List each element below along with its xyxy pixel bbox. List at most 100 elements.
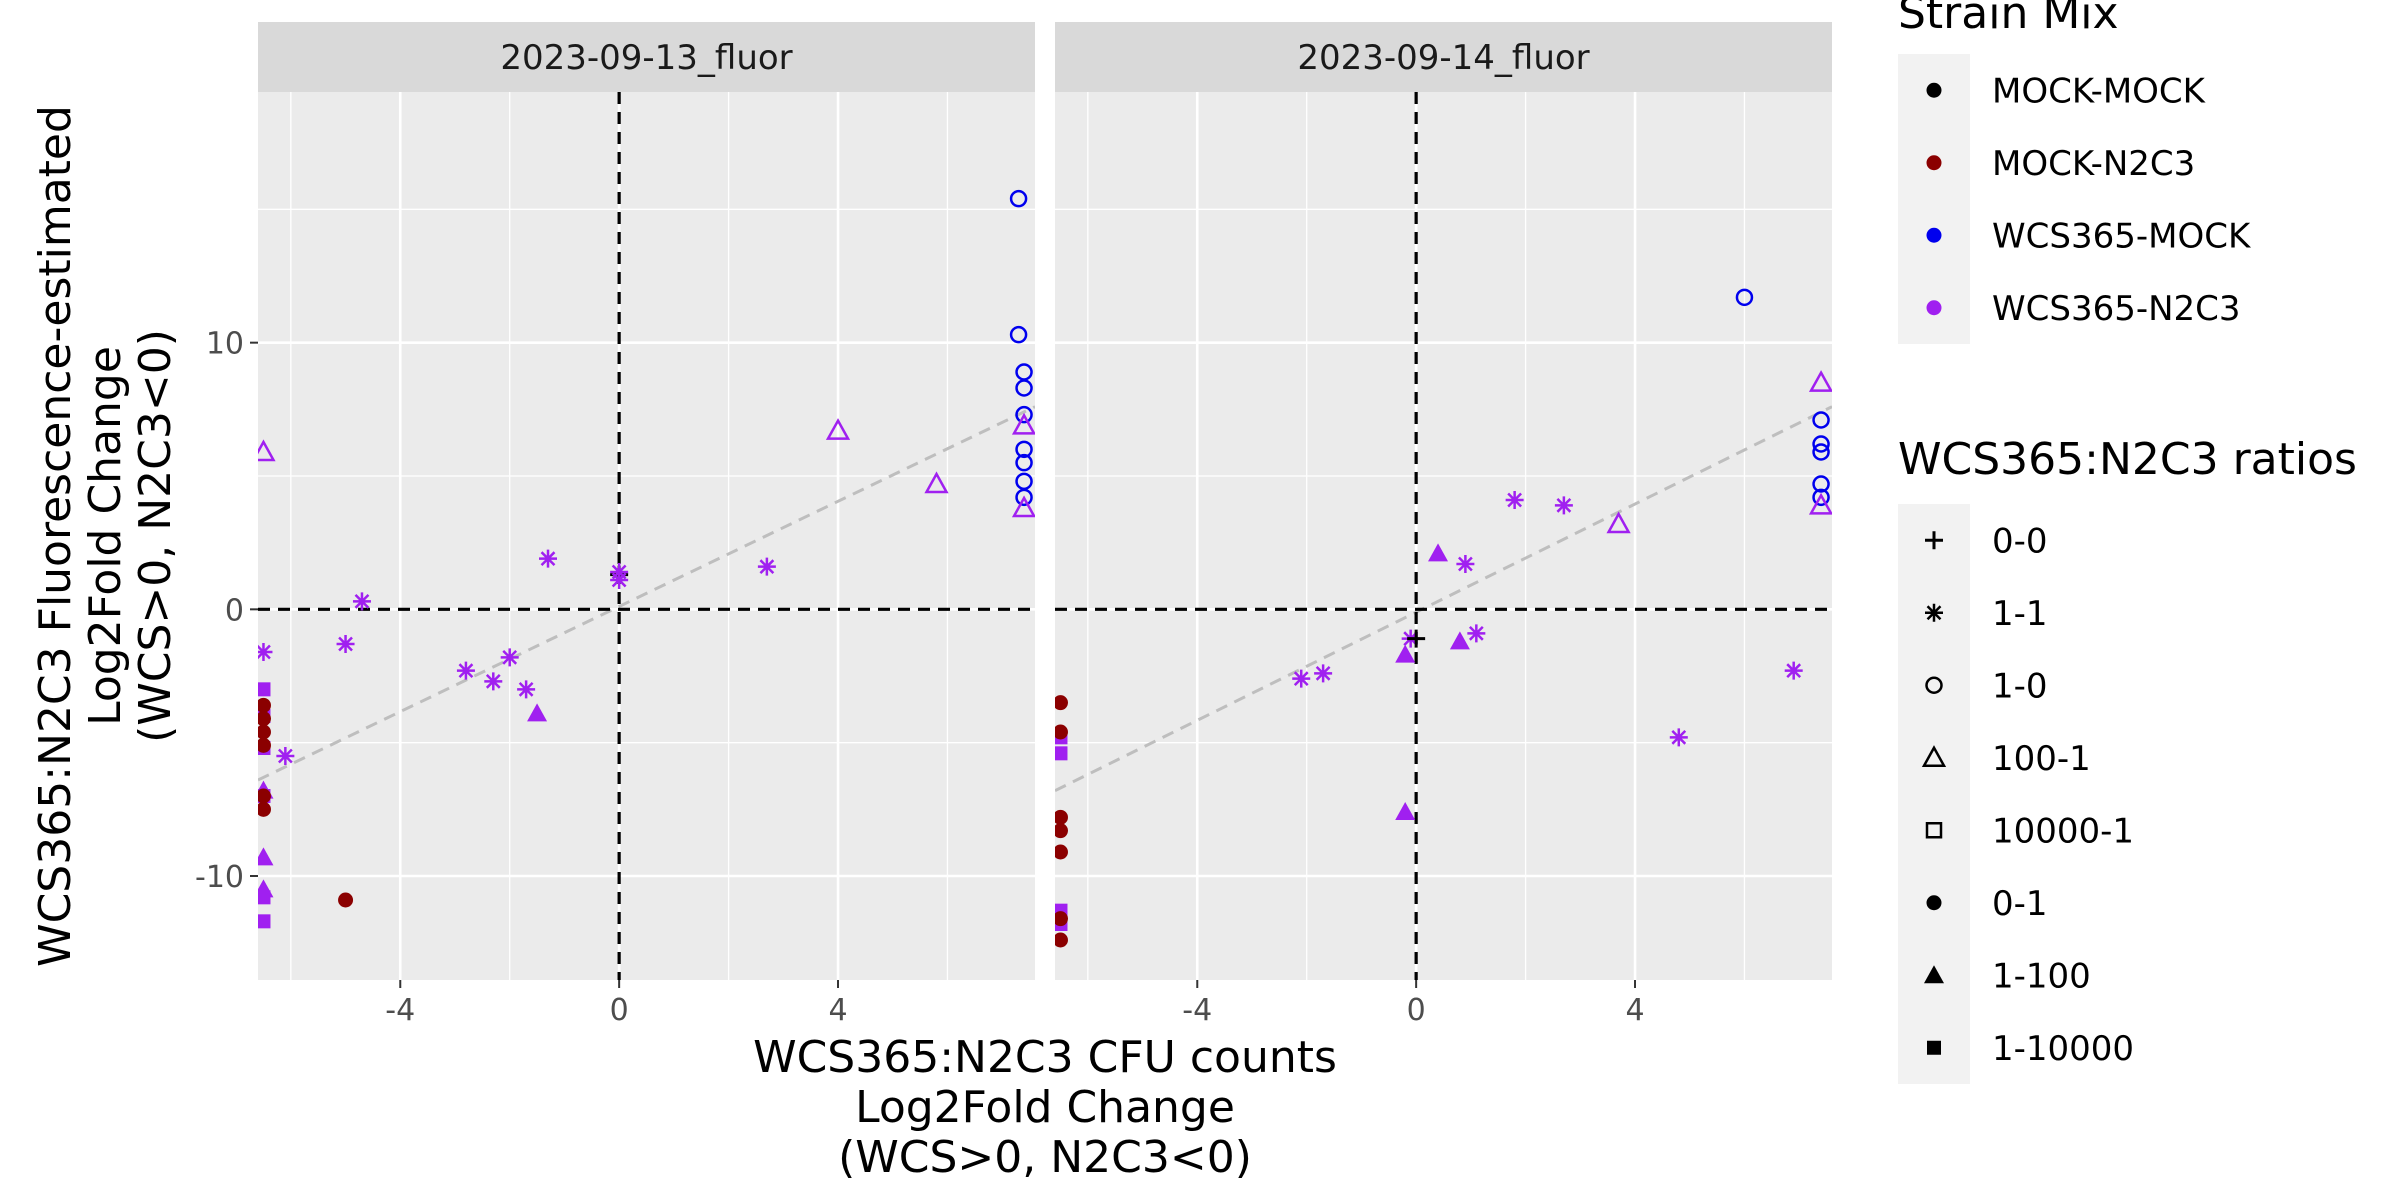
data-point [1669,728,1688,747]
legend-entry-label: 1-100 [1992,956,2091,996]
data-point-glyph [1015,440,1033,459]
data-point-glyph [1554,496,1573,515]
data-point-glyph [1015,488,1033,507]
data-point [1055,932,1068,948]
legend-entry: 1-0 [1925,666,2048,706]
data-point [1606,511,1631,534]
facet-strip-title: 2023-09-13_fluor [500,38,792,78]
data-point [1009,325,1028,344]
data-point [258,801,271,817]
y-tick-label: 10 [206,327,244,362]
data-point-glyph [258,737,271,753]
data-point-glyph [276,747,295,765]
plot-background [258,92,1035,980]
data-point-glyph [1055,823,1068,839]
data-point [1784,661,1803,680]
legend-key-icon [1924,965,1944,984]
data-point [258,788,271,804]
legend-key-icon [1927,1040,1941,1055]
legend-key-icon-glyph [1925,676,1943,694]
data-point-glyph [1428,543,1449,562]
data-point-glyph [1812,435,1830,453]
data-point [1055,911,1068,927]
panel-content [1055,92,1832,980]
data-point [1292,669,1311,688]
plot-background [1055,92,1832,980]
legend-title: WCS365:N2C3 ratios [1898,434,2357,485]
y-axis-title-line: Log2Fold Change [80,346,131,726]
data-point [1467,624,1486,643]
legend-key-icon [1926,155,1942,171]
legend-key-icon [1925,676,1943,694]
data-point [258,847,274,866]
legend-key-icon [1926,82,1942,98]
legend-key-icon [1926,895,1942,911]
y-axis-title-line: WCS365:N2C3 Fluorescence-estimated [30,105,81,967]
legend-key-icon [1925,603,1943,622]
data-point [1055,844,1068,860]
data-point [1812,443,1830,461]
data-point-glyph [757,557,776,576]
data-point [258,711,271,727]
legend-entry-label: 1-1 [1992,594,2048,634]
facet-strip [258,22,1035,92]
facet-strip-title: 2023-09-14_fluor [1297,38,1589,78]
x-axis-title-line: WCS365:N2C3 CFU counts [753,1032,1337,1083]
legend-entry: WCS365-MOCK [1926,216,2252,256]
data-point-glyph [1784,661,1803,680]
data-point [757,557,776,576]
data-point [517,680,536,699]
data-point [539,549,558,568]
data-point [1314,664,1333,683]
facet-panel-2: 2023-09-14_fluor -4 0 4 [1055,22,1832,1028]
data-point [258,439,276,462]
data-point-glyph [484,672,503,691]
data-point-glyph [1467,624,1486,643]
data-point [825,418,851,440]
data-point-glyph [1456,555,1475,573]
data-point-glyph [258,801,271,817]
y-tick-label: 0 [225,593,244,628]
data-point [484,672,503,691]
data-point [1395,802,1416,820]
data-point [1011,495,1035,518]
data-point-glyph [1015,453,1033,472]
data-point [1055,809,1068,825]
x-tick-label: -4 [385,993,415,1028]
data-point [1735,288,1754,307]
data-point-glyph [1505,491,1524,509]
legend-title: Strain Mix [1898,0,2119,39]
data-point [258,737,271,753]
data-point-glyph [1808,492,1832,515]
data-point-glyph [517,680,536,699]
data-point-glyph [1395,644,1416,663]
legend-key-icon [1925,822,1943,839]
data-point-glyph [1015,405,1033,424]
data-point-glyph [1009,325,1028,344]
data-point [1011,412,1035,435]
data-point-glyph [336,635,355,653]
legend-entry-label: 100-1 [1992,739,2091,779]
legend-key-icon-glyph [1925,822,1943,839]
x-tick-label: 4 [1625,993,1644,1028]
data-point [338,892,354,908]
data-point-glyph [1055,809,1068,825]
y-tick-label: -10 [195,860,244,895]
data-point [500,648,519,667]
data-point-glyph [258,697,271,713]
data-point-glyph [1812,411,1830,429]
data-point [276,747,295,765]
legend-entry: MOCK-MOCK [1926,71,2207,111]
data-point [1009,189,1028,208]
data-point [1395,644,1416,663]
legend-key-icon [1926,227,1942,243]
data-point-glyph [1055,695,1068,711]
data-point [1812,435,1830,453]
legend-entry-label: WCS365-N2C3 [1992,289,2241,329]
data-point-glyph [258,682,271,697]
data-point [1015,440,1033,459]
data-point-glyph [825,418,851,440]
data-point [1055,695,1068,711]
